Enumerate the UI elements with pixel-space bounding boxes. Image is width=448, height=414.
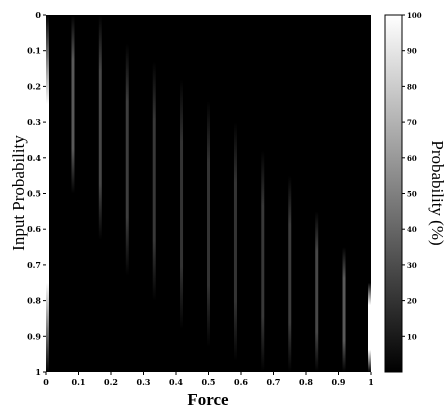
x-axis-label: Force (187, 390, 229, 409)
y-tick-label: 0.7 (27, 260, 41, 270)
y-tick-label: 0.2 (27, 81, 41, 91)
x-axis-ticks: 0 0.1 0.2 0.3 0.4 0.5 0.6 0.7 0.8 0.9 1 (43, 372, 374, 387)
x-tick-label: 0.9 (332, 377, 346, 387)
heatmap-ridge (125, 43, 129, 276)
colorbar-tick-label: 40 (407, 225, 417, 234)
heatmap-ridge (71, 15, 75, 194)
colorbar-tick-label: 60 (407, 154, 417, 163)
colorbar-tick-label: 70 (407, 118, 417, 127)
x-tick-label: 0.7 (267, 377, 281, 387)
colorbar-tick-label: 20 (407, 297, 417, 306)
y-tick-label: 0.6 (27, 224, 41, 234)
colorbar (384, 14, 403, 373)
heatmap-ridge (315, 211, 319, 372)
colorbar-tick-label: 50 (407, 190, 417, 199)
y-tick-label: 0.3 (27, 117, 41, 127)
colorbar-tick-label: 100 (407, 11, 422, 20)
heatmap-ridge (261, 150, 265, 372)
y-tick-label: 0 (35, 10, 41, 20)
heatmap-ridge (98, 15, 102, 240)
heatmap-ridge (207, 100, 210, 348)
heatmap-ridge (46, 15, 49, 372)
x-tick-label: 0.1 (72, 377, 86, 387)
x-tick-label: 0.8 (299, 377, 313, 387)
colorbar-tick-label: 30 (407, 261, 417, 270)
y-tick-label: 0.8 (27, 296, 41, 306)
x-tick-label: 0.2 (104, 377, 118, 387)
x-tick-label: 0.6 (234, 377, 248, 387)
colorbar-ticks: 10 20 30 40 50 60 70 80 90 100 (402, 11, 422, 341)
heatmap-ridge (180, 79, 184, 330)
x-tick-label: 1 (368, 377, 374, 387)
x-tick-label: 0 (43, 377, 49, 387)
y-axis-label: Input Probability (9, 135, 28, 251)
heatmap-ridge (152, 61, 156, 301)
colorbar-tick-label: 10 (407, 332, 417, 341)
y-tick-label: 1 (35, 367, 41, 377)
x-tick-label: 0.5 (202, 377, 216, 387)
heatmap-ridge (342, 247, 346, 372)
y-tick-label: 0.4 (27, 153, 41, 163)
heatmap-ridges (46, 15, 371, 372)
y-tick-label: 0.9 (27, 331, 41, 341)
y-tick-label: 0.5 (27, 189, 41, 199)
colorbar-tick-label: 90 (407, 47, 417, 56)
heatmap-ridge (368, 282, 371, 372)
colorbar-tick-label: 80 (407, 82, 417, 91)
heatmap-ridge (288, 175, 292, 372)
y-axis-ticks: 0 0.1 0.2 0.3 0.4 0.5 0.6 0.7 0.8 0.9 1 (27, 10, 46, 377)
colorbar-label: Probability (%) (428, 140, 447, 245)
y-tick-label: 0.1 (27, 46, 41, 56)
heatmap-ridge (233, 122, 237, 362)
x-tick-label: 0.3 (137, 377, 151, 387)
x-tick-label: 0.4 (169, 377, 183, 387)
